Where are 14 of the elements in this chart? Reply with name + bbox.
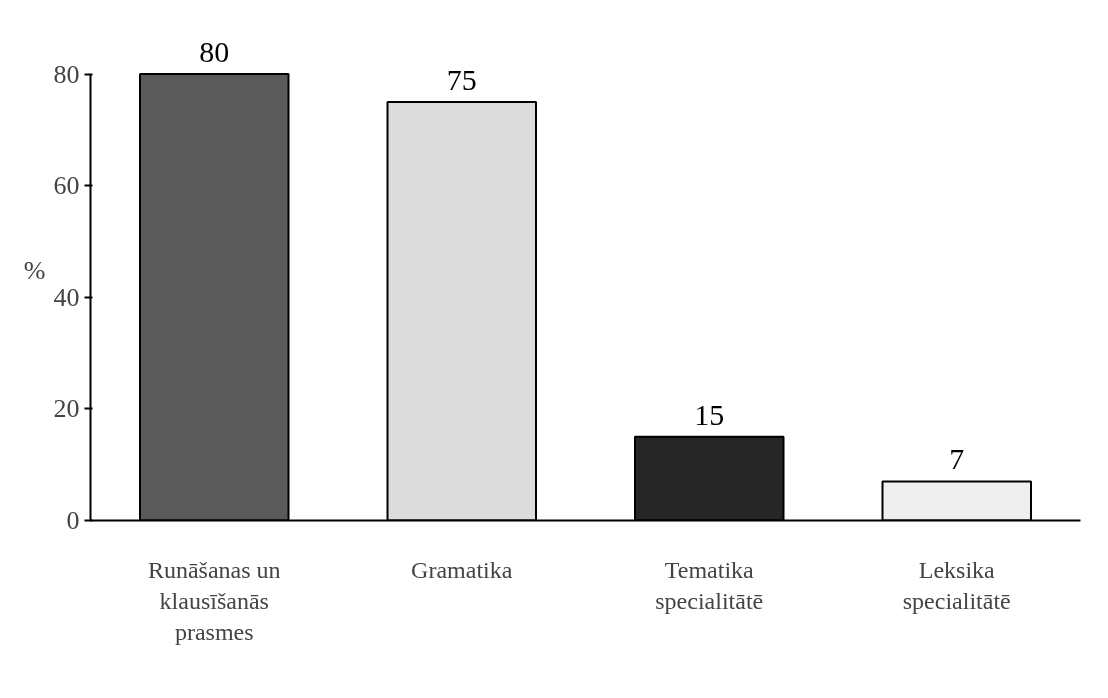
x-tick-label: Tematika specialitātē <box>655 556 764 614</box>
data-label: 15 <box>694 397 725 431</box>
data-label: 80 <box>199 35 230 69</box>
y-tick-label: 0 <box>66 506 80 535</box>
x-tick-label: Gramatika <box>411 556 513 583</box>
y-tick-label: 20 <box>53 394 80 424</box>
x-tick-label: Runāšanas un klausīšanās prasmes <box>147 556 281 645</box>
data-label: 7 <box>949 442 965 476</box>
y-tick-label: 40 <box>53 282 80 312</box>
y-tick-label: 80 <box>53 59 80 89</box>
data-label: 75 <box>446 62 477 96</box>
y-axis-title: % <box>23 256 46 285</box>
x-tick-label: Leksika specialitātē <box>902 556 1011 614</box>
y-tick-label: 60 <box>53 171 80 201</box>
